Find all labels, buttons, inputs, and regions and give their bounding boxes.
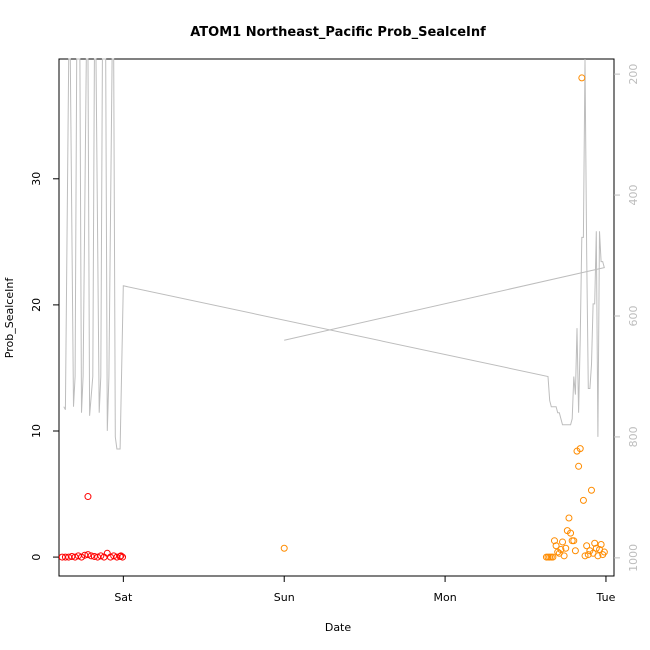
depth-series-line [63, 58, 605, 450]
y-tick-label: 0 [30, 554, 43, 561]
data-point [562, 544, 570, 552]
data-point [581, 552, 589, 560]
x-axis: Sat Sun Mon Tue [114, 576, 616, 604]
x-tick-label: Sun [274, 591, 295, 604]
data-point [570, 537, 578, 545]
right-tick-label: 1000 [627, 544, 640, 572]
right-tick-label: 600 [627, 305, 640, 326]
data-point [578, 74, 586, 82]
x-tick-label: Tue [596, 591, 616, 604]
y-tick-label: 30 [30, 172, 43, 186]
right-tick-label: 200 [627, 64, 640, 85]
y-axis-left: 0 10 20 30 [30, 172, 59, 561]
depth-line-layer [63, 58, 605, 450]
data-point [587, 486, 595, 494]
data-point [84, 493, 92, 501]
data-point [583, 542, 591, 550]
data-point [280, 544, 288, 552]
data-point [550, 537, 558, 545]
chart-title: ATOM1 Northeast_Pacific Prob_SealceInf [190, 25, 486, 40]
data-point [103, 549, 111, 557]
data-point [559, 538, 567, 546]
x-tick-label: Mon [433, 591, 456, 604]
data-point [594, 552, 602, 560]
right-tick-label: 800 [627, 426, 640, 447]
y-axis-right: 200 400 600 800 1000 [614, 64, 640, 572]
data-point [119, 553, 127, 561]
data-point [87, 552, 95, 560]
data-point [117, 552, 125, 560]
data-point [576, 445, 584, 453]
data-point [97, 552, 105, 560]
data-point [579, 496, 587, 504]
data-point [571, 547, 579, 555]
data-point [600, 548, 608, 556]
data-point [591, 539, 599, 547]
x-axis-label: Date [325, 621, 352, 634]
plot-area-frame [58, 58, 615, 577]
data-point [565, 514, 573, 522]
y-tick-label: 20 [30, 298, 43, 312]
data-point [549, 553, 557, 561]
y-tick-label: 10 [30, 424, 43, 438]
points-layer [58, 74, 608, 561]
x-tick-label: Sat [114, 591, 133, 604]
data-point [592, 544, 600, 552]
right-tick-label: 400 [627, 185, 640, 206]
data-point [567, 529, 575, 537]
data-point [557, 546, 565, 554]
data-point [552, 542, 560, 550]
data-point [560, 552, 568, 560]
data-point [84, 551, 92, 559]
data-point [597, 540, 605, 548]
data-point [584, 551, 592, 559]
data-point [575, 462, 583, 470]
y-axis-label: Prob_SealceInf [3, 277, 16, 359]
